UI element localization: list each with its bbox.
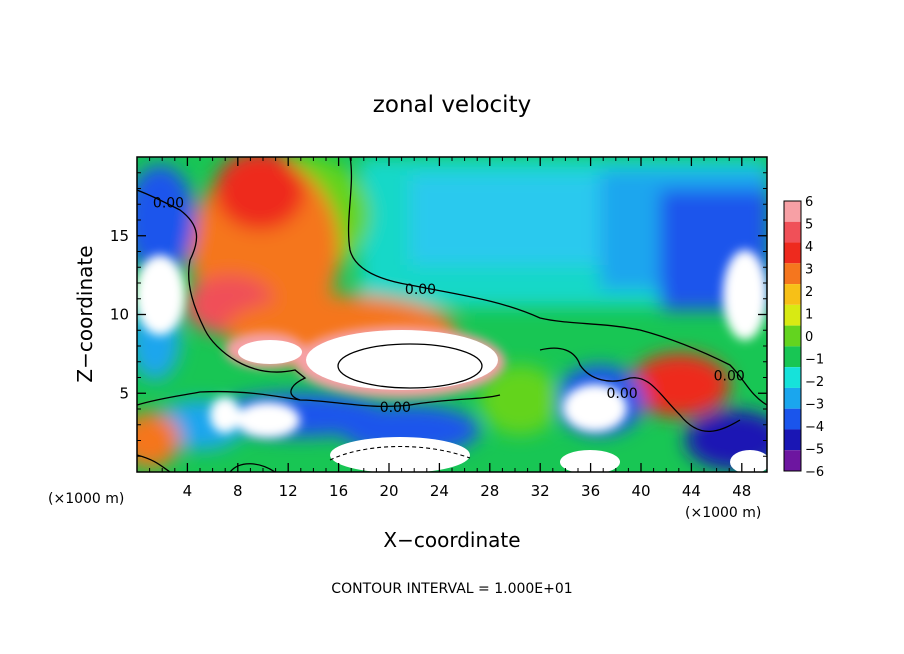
x-tick-label: 40 <box>631 482 650 500</box>
colorbar-label: 1 <box>805 308 813 323</box>
x-tick-label: 36 <box>581 482 600 500</box>
colorbar-swatch <box>784 346 801 368</box>
colorbar-swatch <box>784 304 801 326</box>
x-axis-title: X−coordinate <box>383 528 520 552</box>
colorbar-label: 3 <box>805 263 813 278</box>
colorbar-label: −4 <box>805 420 824 435</box>
colorbar-swatch <box>784 429 801 451</box>
contour-label: 0.00 <box>380 400 411 416</box>
colorbar-label: 6 <box>805 195 813 210</box>
colorbar-swatch <box>784 242 801 264</box>
colorbar-swatch <box>784 387 801 409</box>
colorbar-swatch <box>784 201 801 222</box>
colorbar-frame <box>783 200 802 472</box>
y-tick-label: 5 <box>119 384 129 402</box>
colorbar-label: 4 <box>805 240 813 255</box>
contour-lines <box>137 157 767 472</box>
colorbar: 6 5 4 3 2 1 0 −1 −2 −3 −4 −5 −6 <box>783 195 824 480</box>
colorbar-swatch <box>784 221 801 243</box>
x-tick-label: 48 <box>732 482 751 500</box>
contour-label: 0.00 <box>405 282 436 298</box>
contour-label: 0.00 <box>607 386 638 402</box>
colorbar-label: 5 <box>805 218 813 233</box>
x-tick-label: 24 <box>430 482 449 500</box>
y-axis: 5 10 15 <box>110 172 767 457</box>
x-units-label: (×1000 m) <box>48 491 124 507</box>
colorbar-label: −3 <box>805 398 824 413</box>
x-axis: 4 8 12 16 20 24 28 32 36 40 44 48 <box>149 157 755 500</box>
heatmap-field <box>137 157 767 472</box>
x-tick-label: 44 <box>682 482 701 500</box>
colorbar-swatch <box>784 450 801 471</box>
colorbar-label: −1 <box>805 353 824 368</box>
x-tick-label: 4 <box>183 482 193 500</box>
colorbar-swatch <box>784 367 801 388</box>
x-tick-label: 16 <box>329 482 348 500</box>
y-tick-label: 10 <box>110 306 129 324</box>
negative-contour <box>329 445 471 461</box>
colorbar-label: −2 <box>805 375 824 390</box>
colorbar-swatch <box>784 325 801 347</box>
colorbar-swatch <box>784 263 801 285</box>
colorbar-label: 0 <box>805 330 813 345</box>
colorbar-label: −5 <box>805 443 824 458</box>
y-axis-title: Z−coordinate <box>73 245 97 382</box>
contour-interval-label: CONTOUR INTERVAL = 1.000E+01 <box>331 581 572 597</box>
colorbar-swatch <box>784 284 801 305</box>
x-tick-label: 8 <box>233 482 243 500</box>
colorbar-label: −6 <box>805 465 824 480</box>
colorbar-swatch <box>784 408 801 430</box>
x-tick-label: 32 <box>531 482 550 500</box>
contour-labels: 0.00 0.00 0.00 0.00 0.00 <box>153 195 745 416</box>
contour-label: 0.00 <box>153 195 184 211</box>
x-tick-label: 20 <box>379 482 398 500</box>
x-tick-label: 12 <box>279 482 298 500</box>
x-tick-label: 28 <box>480 482 499 500</box>
y-tick-label: 15 <box>110 227 129 245</box>
colorbar-label: 2 <box>805 285 813 300</box>
z-units-label: (×1000 m) <box>685 505 761 521</box>
contour-label: 0.00 <box>714 369 745 385</box>
chart-title: zonal velocity <box>373 92 531 118</box>
